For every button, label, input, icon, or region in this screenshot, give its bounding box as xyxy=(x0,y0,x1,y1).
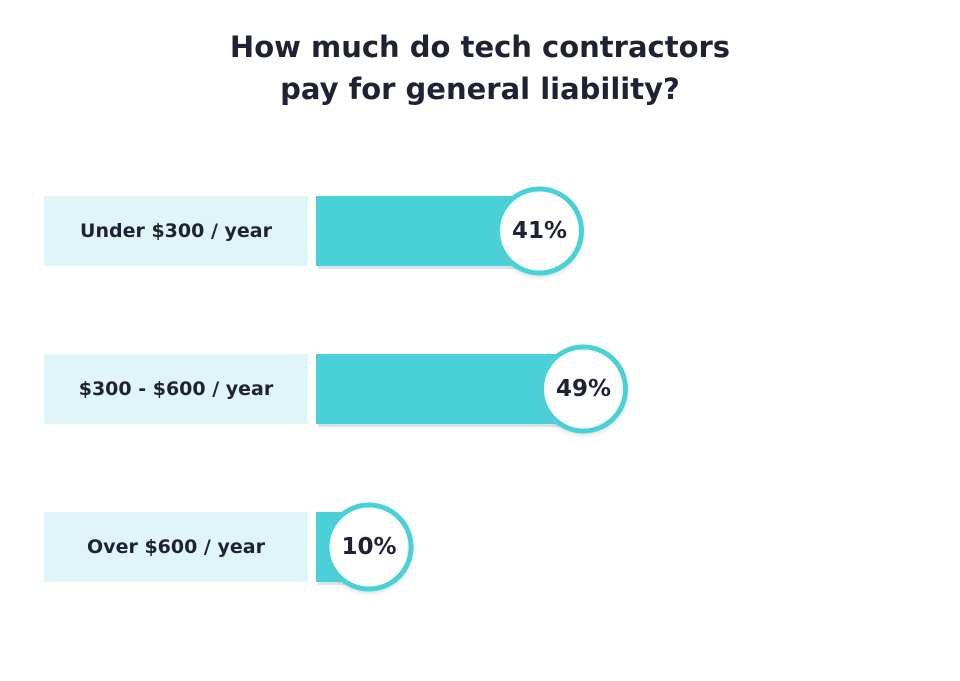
value-label: 10% xyxy=(341,534,396,560)
category-label: $300 - $600 / year xyxy=(79,378,274,400)
chart-title-line-1: How much do tech contractors xyxy=(229,30,731,64)
category-label: Over $600 / year xyxy=(87,536,266,558)
value-label: 41% xyxy=(512,218,567,244)
bar-row: Over $600 / year 10% xyxy=(44,502,414,592)
bar-row: $300 - $600 / year 49% xyxy=(44,344,628,434)
bar-shadow xyxy=(318,423,580,427)
value-badge xyxy=(324,502,414,592)
bar-row: Under $300 / year 41% xyxy=(44,186,584,276)
chart-title: How much do tech contractors pay for gen… xyxy=(0,26,960,110)
bar-shadow xyxy=(318,581,365,585)
value-badge xyxy=(495,186,584,276)
value-label: 49% xyxy=(556,376,611,402)
category-label-bg xyxy=(44,512,308,582)
chart-title-line-2: pay for general liability? xyxy=(280,72,680,106)
category-label-bg xyxy=(44,354,308,424)
category-label-bg xyxy=(44,196,308,266)
category-label: Under $300 / year xyxy=(80,220,273,242)
value-badge xyxy=(539,344,628,434)
bar-shadow xyxy=(318,265,536,269)
